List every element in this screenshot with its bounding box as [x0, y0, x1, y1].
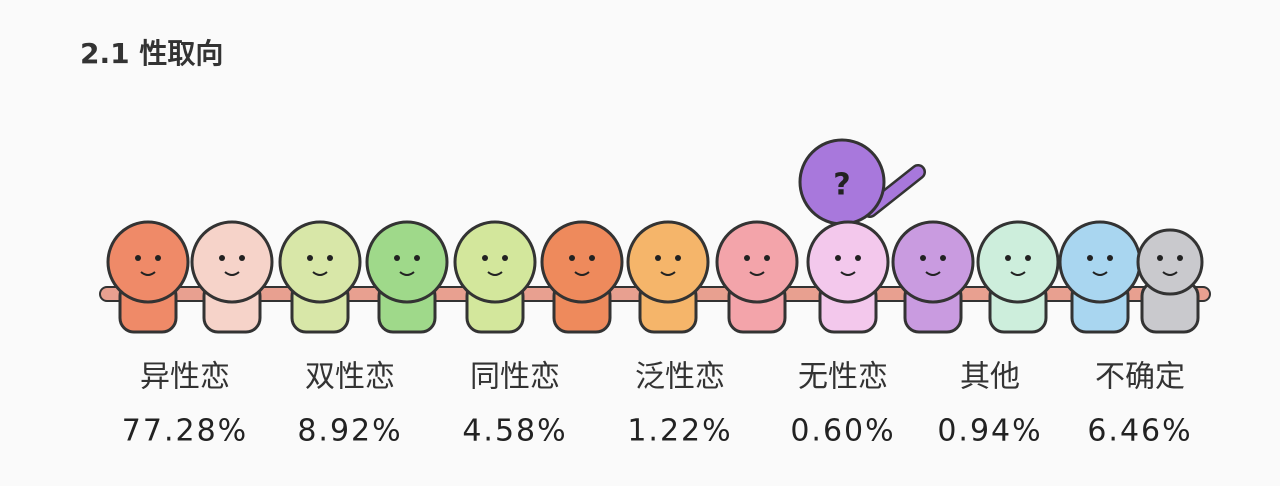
eye	[414, 255, 420, 261]
category-label: 双性恋	[305, 360, 395, 395]
eye	[502, 255, 508, 261]
mouth	[660, 271, 676, 276]
percentage: 0.60%	[790, 414, 895, 449]
eye	[569, 255, 575, 261]
mouth	[487, 271, 503, 276]
mouth	[140, 271, 156, 276]
eye	[1005, 255, 1011, 261]
eye	[764, 255, 770, 261]
title: 2.1 性取向	[80, 37, 224, 70]
head	[626, 220, 710, 304]
head	[453, 220, 537, 304]
eye	[327, 255, 333, 261]
head	[540, 220, 624, 304]
figures: ?	[99, 138, 1211, 334]
head	[365, 220, 449, 304]
eye	[675, 255, 681, 261]
mouth	[1092, 271, 1108, 276]
eye	[655, 255, 661, 261]
head	[106, 220, 190, 304]
eye	[1177, 255, 1183, 261]
eye	[135, 255, 141, 261]
eye	[155, 255, 161, 261]
eye	[1107, 255, 1113, 261]
mouth	[224, 271, 240, 276]
category-label: 不确定	[1095, 360, 1185, 395]
percentage: 4.58%	[462, 414, 567, 449]
head	[891, 220, 975, 304]
eye	[1157, 255, 1163, 261]
head	[1058, 220, 1142, 304]
head	[715, 220, 799, 304]
eye	[1025, 255, 1031, 261]
eye	[219, 255, 225, 261]
eye	[307, 255, 313, 261]
eye	[835, 255, 841, 261]
head	[278, 220, 362, 304]
category-label: 其他	[960, 360, 1020, 395]
mouth	[925, 271, 941, 276]
head	[1136, 228, 1204, 296]
category-label: 泛性恋	[635, 360, 725, 395]
category-label: 异性恋	[140, 360, 230, 395]
eye	[920, 255, 926, 261]
head	[806, 220, 890, 304]
eye	[940, 255, 946, 261]
eye	[1087, 255, 1093, 261]
head	[976, 220, 1060, 304]
eye	[744, 255, 750, 261]
mouth	[312, 271, 328, 276]
mouth	[749, 271, 765, 276]
labels: 异性恋 77.28% 双性恋 8.92% 同性恋 4.58% 泛性恋 1.22% 无性恋 0.60…	[122, 360, 1192, 449]
eye	[589, 255, 595, 261]
head	[190, 220, 274, 304]
eye	[239, 255, 245, 261]
percentage: 0.94%	[937, 414, 1042, 449]
mouth	[574, 271, 590, 276]
eye	[855, 255, 861, 261]
question-mark: ?	[833, 168, 850, 203]
mouth	[1162, 271, 1178, 276]
mouth	[399, 271, 415, 276]
percentage: 8.92%	[297, 414, 402, 449]
percentage: 6.46%	[1087, 414, 1192, 449]
mouth	[1010, 271, 1026, 276]
category-label: 同性恋	[470, 360, 560, 395]
percentage: 1.22%	[627, 414, 732, 449]
percentage: 77.28%	[122, 414, 248, 449]
mouth	[840, 271, 856, 276]
category-label: 无性恋	[798, 360, 888, 395]
eye	[394, 255, 400, 261]
eye	[482, 255, 488, 261]
